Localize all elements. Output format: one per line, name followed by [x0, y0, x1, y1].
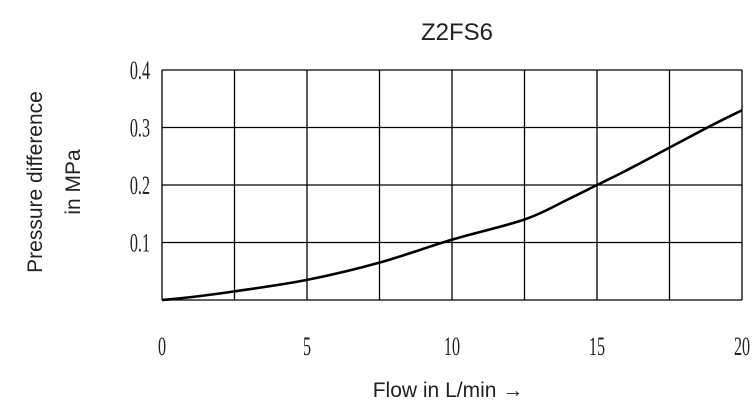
y-tick-label: 0.1 — [130, 229, 150, 258]
x-tick-label: 0 — [158, 332, 166, 361]
y-tick-label: 0.3 — [130, 114, 150, 143]
y-axis-label-line-1: Pressure difference — [24, 91, 47, 273]
y-axis-label-line-2: in MPa — [62, 149, 85, 215]
x-tick-label: 10 — [444, 332, 460, 361]
x-tick-labels: 0 5 10 15 20 — [158, 332, 750, 361]
x-tick-label: 5 — [303, 332, 311, 361]
series-line — [161, 109, 743, 302]
chart-title: Z2FS6 — [421, 19, 493, 46]
y-tick-label: 0.4 — [130, 56, 150, 85]
x-tick-label: 20 — [734, 332, 750, 361]
y-tick-label: 0.2 — [130, 171, 150, 200]
grid — [161, 69, 743, 301]
x-tick-label: 15 — [589, 332, 605, 361]
series — [161, 109, 743, 302]
y-tick-labels: 0.1 0.2 0.3 0.4 — [130, 56, 150, 257]
x-axis-label: Flow in L/min → — [373, 379, 524, 402]
